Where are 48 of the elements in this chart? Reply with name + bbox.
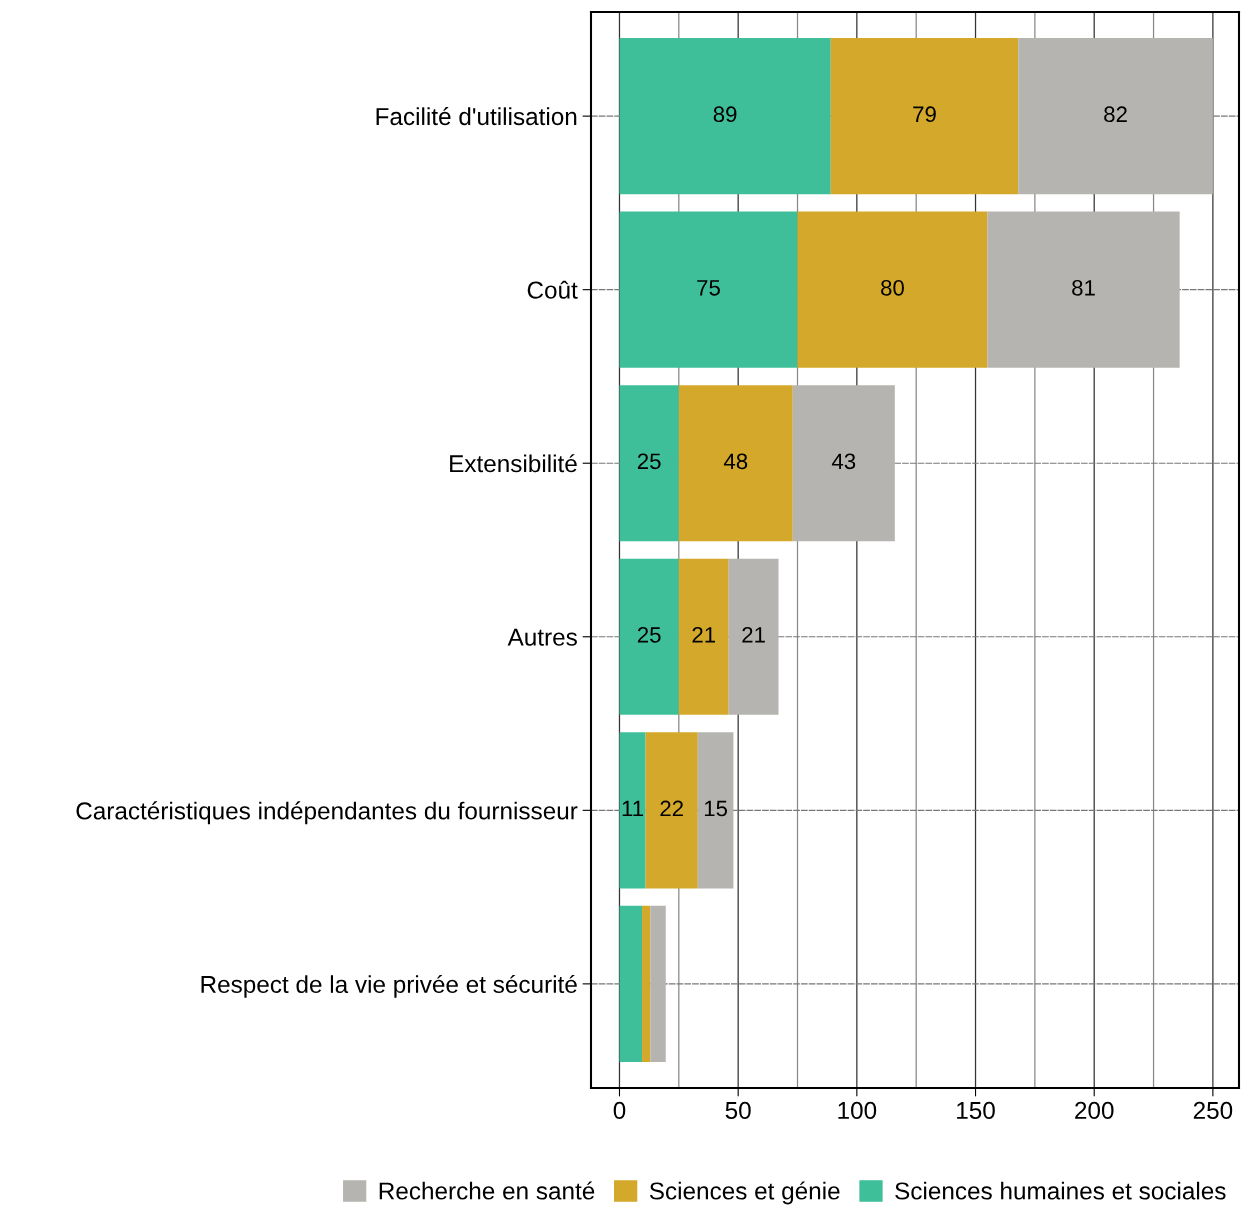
- bar: [797, 211, 988, 368]
- bar: [987, 211, 1180, 368]
- y-tick-label: Respect de la vie privée et sécurité: [201, 974, 577, 998]
- y-tick-label: Autres: [507, 628, 577, 646]
- x-tick-label: 0: [613, 1101, 626, 1120]
- bar: [1018, 38, 1213, 195]
- data-label: 75: [697, 280, 720, 296]
- data-label: 43: [831, 453, 856, 470]
- y-tick-label: Coût: [527, 280, 578, 299]
- bar: [678, 385, 793, 542]
- x-tick-label: 150: [957, 1101, 995, 1120]
- x-tick-label: 250: [1193, 1101, 1233, 1120]
- data-label: 21: [742, 627, 765, 643]
- bar: [697, 732, 734, 889]
- data-label: 82: [1104, 106, 1127, 123]
- bar: [792, 385, 895, 542]
- bar: [619, 211, 798, 368]
- legend-label: Sciences humaines et sociales: [895, 1181, 1226, 1200]
- legend-label: Recherche en santé: [379, 1181, 595, 1200]
- data-label: 48: [723, 453, 748, 470]
- data-label: 89: [713, 106, 737, 123]
- bar: [619, 558, 679, 715]
- data-label: 25: [637, 627, 661, 643]
- bar: [678, 558, 729, 715]
- x-tick-label: 200: [1075, 1101, 1114, 1120]
- data-label: 25: [637, 453, 661, 470]
- legend-label: Sciences et génie: [649, 1181, 840, 1205]
- data-label: 22: [660, 800, 683, 817]
- bar: [645, 732, 698, 889]
- x-tick-label: 100: [838, 1101, 877, 1120]
- bar: [619, 905, 643, 1062]
- y-tick-label: Facilité d'utilisation: [376, 107, 577, 126]
- bar: [642, 905, 651, 1062]
- data-label: 21: [692, 627, 716, 643]
- bar: [619, 38, 831, 195]
- y-tick-label: Caractéristiques indépendantes du fournisseur: [76, 801, 578, 825]
- bar: [619, 385, 679, 542]
- bar: [650, 905, 666, 1062]
- x-tick-label: 50: [725, 1101, 751, 1120]
- y-tick-label: Extensibilité: [450, 454, 577, 473]
- data-label: 81: [1072, 279, 1095, 296]
- bar: [619, 732, 646, 889]
- data-label: 15: [704, 800, 728, 817]
- data-label: 79: [913, 106, 936, 123]
- data-label: 11: [622, 800, 643, 817]
- bar: [830, 38, 1019, 195]
- data-label: 80: [881, 279, 904, 296]
- bar: [728, 558, 779, 715]
